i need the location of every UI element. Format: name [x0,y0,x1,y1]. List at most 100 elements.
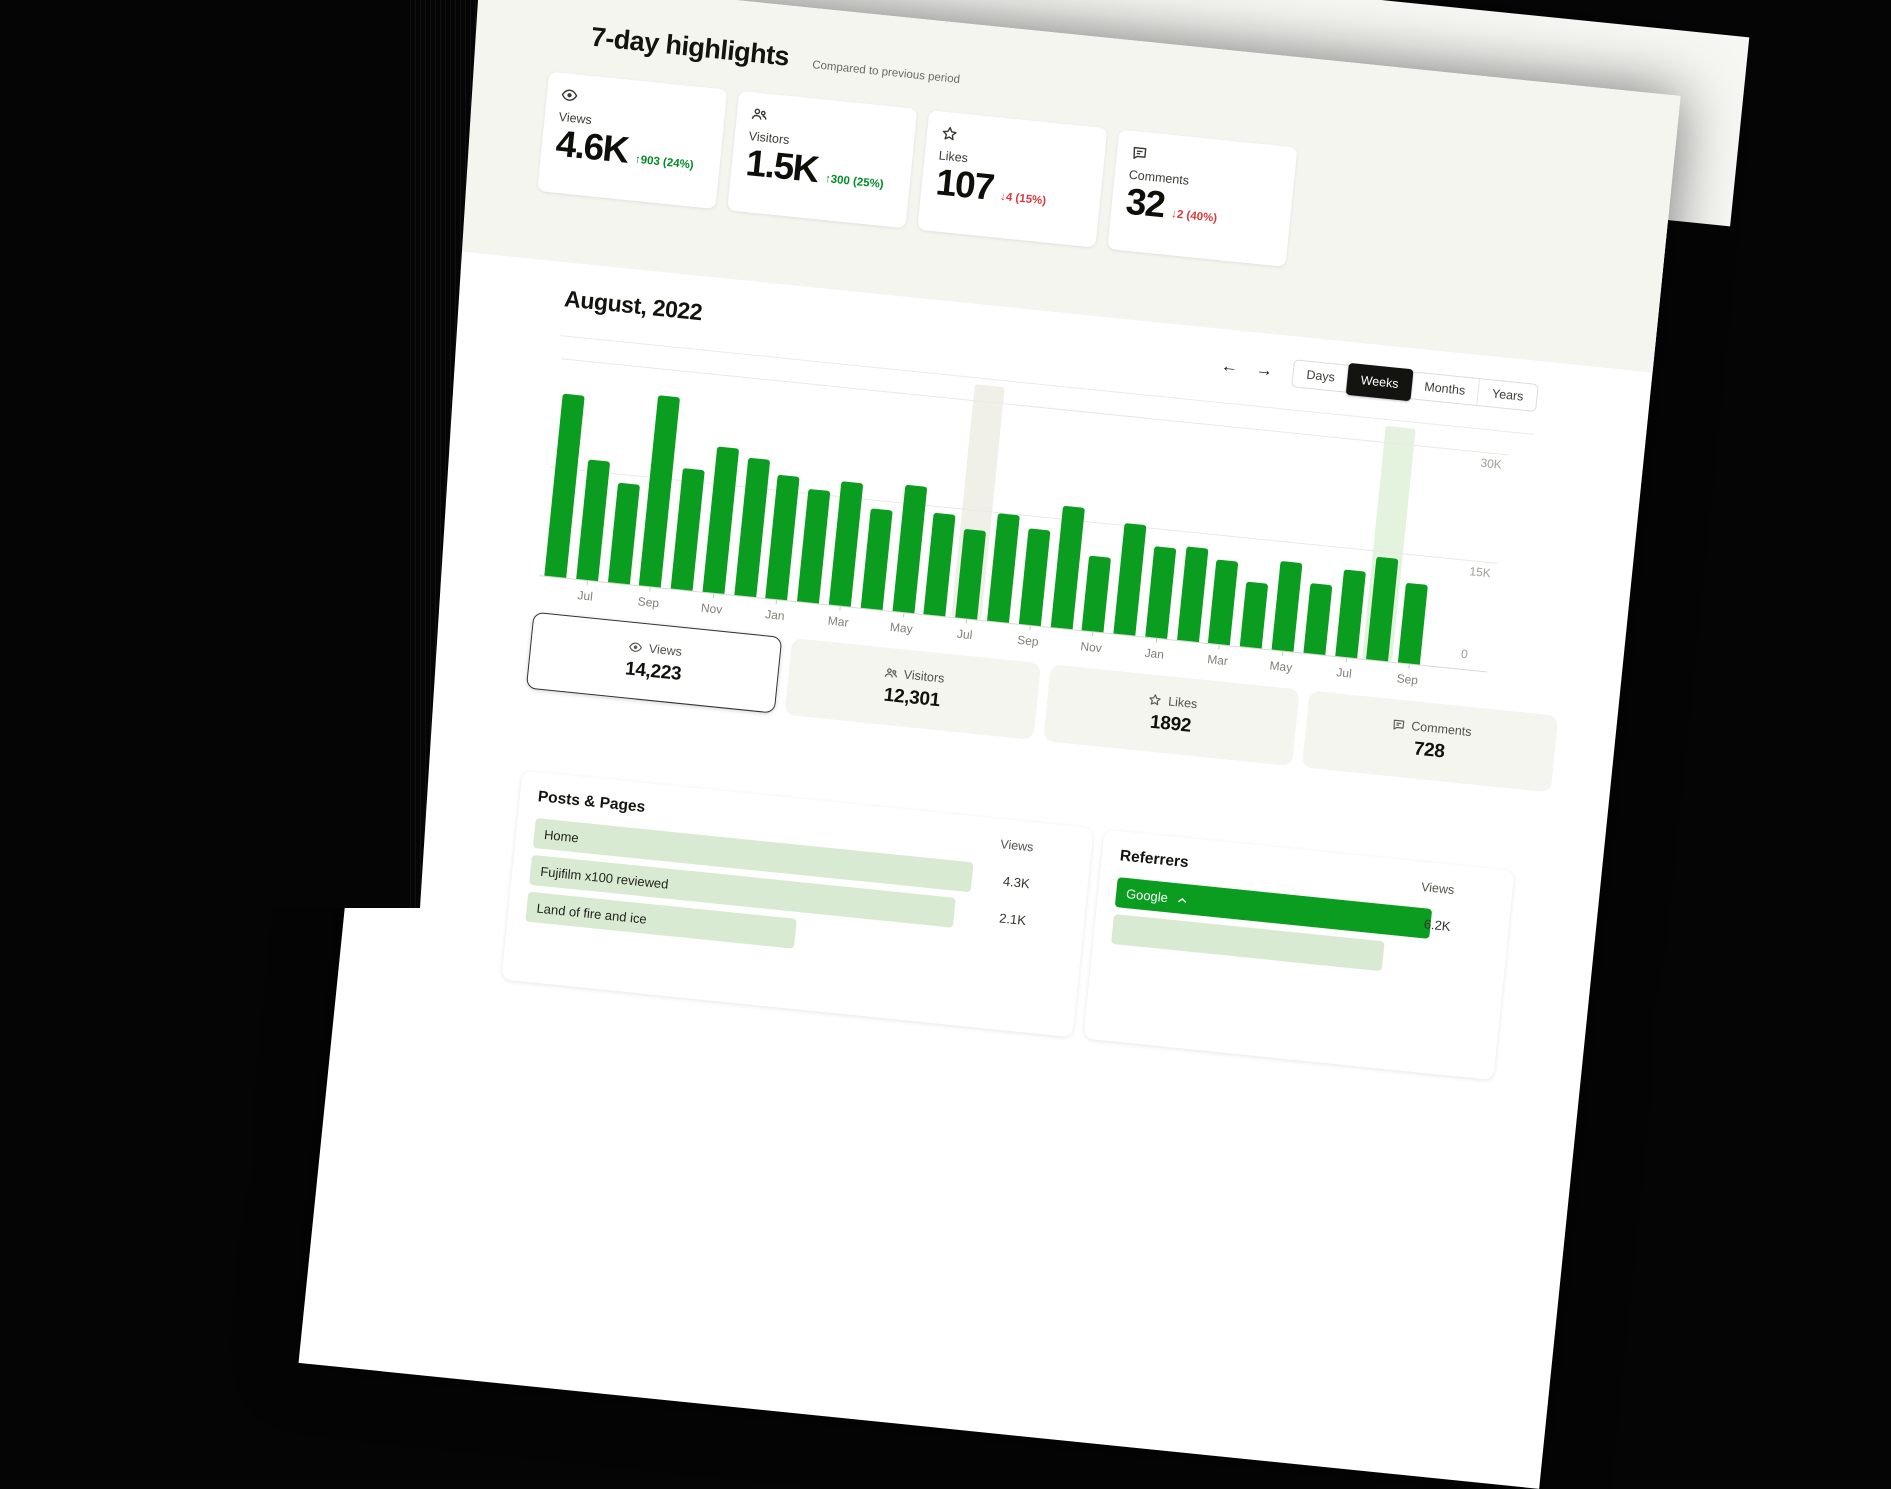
x-axis-tick [902,613,904,618]
previous-period-button[interactable]: ← [1218,353,1241,379]
x-axis-label: May [1268,658,1293,675]
x-axis-tick [839,606,841,611]
referrer-bar[interactable]: Google [1114,877,1433,939]
interval-tab-months[interactable]: Months [1410,372,1479,405]
x-axis-label: Jan [1144,645,1165,662]
comment-icon [1391,717,1406,732]
metric-tab-likes[interactable]: Likes 1892 [1043,664,1300,767]
chart-bar[interactable] [797,488,831,604]
comment-icon [1130,144,1149,163]
metric-tab-value: 12,301 [882,684,941,712]
highlight-card-delta: ↓2 (40%) [1170,208,1218,225]
chart-bar[interactable] [986,513,1020,623]
x-axis-label: Jul [956,626,973,643]
chart-bar[interactable] [828,481,864,607]
eye-icon [560,86,579,105]
chart-bar[interactable] [733,457,770,598]
highlight-card-delta: ↑300 (25%) [824,172,885,191]
referrer-row: Google 6.2K [1114,877,1492,945]
x-axis-tick [1408,664,1410,669]
referrers-list: Google 6.2K [1111,877,1492,982]
metric-tab-label: Visitors [903,667,946,686]
x-axis-label: Mar [827,613,850,630]
interval-tab-years[interactable]: Years [1476,378,1538,411]
chart-bar[interactable] [1050,505,1085,630]
metric-tab-comments[interactable]: Comments 728 [1301,690,1559,793]
x-axis-tick [1282,651,1284,656]
metric-tab-value: 728 [1412,738,1446,763]
post-views-value [1021,942,1024,972]
people-icon [883,665,898,680]
post-views-value: 2.1K [998,909,1027,928]
chart-bar[interactable] [1271,560,1303,652]
chart-bar[interactable] [1239,581,1269,649]
x-axis-tick [1155,638,1157,643]
interval-tab-weeks[interactable]: Weeks [1345,362,1415,401]
metric-tab-visitors[interactable]: Visitors 12,301 [784,638,1042,740]
chart-bar[interactable] [670,468,705,591]
chart-bar[interactable] [1208,559,1239,646]
x-axis-tick [586,580,588,586]
referrers-views-column-header: Views [1420,879,1455,898]
chart-bar[interactable] [1018,528,1051,627]
x-axis-tick [1092,632,1094,637]
right-noise-strip [1761,0,1891,908]
chart-bar[interactable] [1081,555,1112,633]
metric-tab-value: 14,223 [624,658,683,685]
x-axis-tick [649,587,651,592]
x-axis-label: Mar [1206,652,1229,669]
chart-bar[interactable] [1145,546,1177,639]
x-axis-label: Sep [1396,671,1419,688]
posts-pages-title: Posts & Pages [537,788,646,816]
x-axis-tick [1345,658,1347,663]
x-axis-label: Nov [1079,639,1103,656]
x-axis-label: Jul [1335,665,1353,681]
y-axis-label: 0 [1460,646,1469,662]
highlight-card-likes: Likes 107 ↓4 (15%) [917,110,1108,248]
x-axis-tick [712,593,715,598]
metric-tab-label: Views [648,641,683,659]
chart-bar[interactable] [923,512,956,617]
star-icon [1148,692,1163,707]
chart-bar[interactable] [575,459,610,582]
x-axis-tick [1029,625,1031,631]
chart-bar[interactable] [765,474,801,601]
chart-bar[interactable] [1176,546,1209,643]
eye-icon [628,640,643,655]
post-title: Home [543,826,580,845]
chart-controls: ← → Days Weeks Months Years [1218,351,1539,412]
highlight-card-views: Views 4.6K ↑903 (24%) [537,71,728,210]
dashboard-page: 7-day highlights Compared to previous pe… [298,0,1681,1489]
referrers-panel: Referrers Views Google 6.2K [1083,829,1515,1081]
referrer-views-value: 6.2K [1423,915,1452,934]
highlight-card-value: 1.5K [744,142,820,191]
y-axis-label: 30K [1479,455,1503,472]
posts-views-column-header: Views [999,837,1035,855]
highlight-card-value: 32 [1124,180,1167,226]
post-views-value: 4.3K [1002,873,1031,891]
people-icon [750,105,769,124]
chevron-up-icon[interactable] [1176,893,1188,905]
highlight-card-value: 4.6K [554,122,630,171]
metric-tab-value: 1892 [1149,711,1193,737]
chart-bar[interactable] [1303,583,1333,655]
chart-bar[interactable] [860,508,893,610]
next-period-button[interactable]: → [1253,357,1276,383]
chart-bar[interactable] [1113,523,1147,636]
metric-tab-views[interactable]: Views 14,223 [525,611,783,714]
chart-bar[interactable] [607,482,640,585]
referrer-title: Google [1125,885,1169,905]
metric-tab-label: Likes [1167,694,1198,712]
chart-bar[interactable] [1398,582,1429,665]
posts-pages-panel: Posts & Pages Views Home 4.3K Fujifilm x10… [501,770,1094,1038]
chart-bar[interactable] [702,446,739,594]
star-icon [940,125,959,144]
chart-bar[interactable] [1334,569,1366,659]
x-axis-label: May [889,619,914,637]
y-axis-label: 15K [1468,564,1492,581]
bottom-panels: Posts & Pages Views Home 4.3K Fujifilm x10… [501,770,1515,1081]
x-axis-tick [965,619,968,624]
chart-bar[interactable] [892,484,927,614]
x-axis-tick [776,600,778,605]
interval-tab-days[interactable]: Days [1292,360,1349,391]
